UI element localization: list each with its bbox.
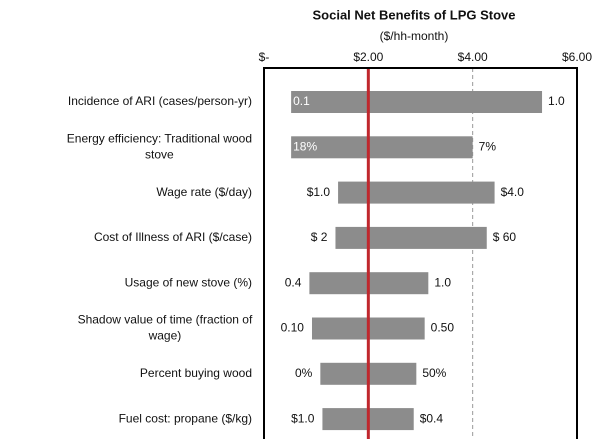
category-label: Percent buying wood (140, 366, 252, 380)
high-label: 50% (422, 366, 446, 380)
low-label: $1.0 (291, 411, 315, 425)
low-label: $ 2 (311, 230, 328, 244)
bar (291, 91, 543, 113)
bar (335, 226, 487, 249)
category-label: wage) (148, 329, 182, 343)
high-label: 1.0 (548, 94, 565, 108)
low-label: 0% (295, 366, 313, 380)
category-label: stove (145, 147, 174, 161)
bar (291, 136, 473, 159)
category-label: Fuel cost: propane ($/kg) (119, 411, 252, 425)
category-label: Wage rate ($/day) (156, 185, 252, 199)
high-label: 0.50 (431, 321, 455, 335)
low-label: 18% (293, 139, 317, 153)
high-label: $ 60 (493, 230, 517, 244)
category-label: Incidence of ARI (cases/person-yr) (68, 94, 252, 108)
x-tick-label: $- (259, 50, 270, 64)
high-label: 7% (479, 139, 497, 153)
low-label: 0.4 (285, 275, 302, 289)
category-label: Usage of new stove (%) (125, 275, 252, 289)
category-label: Cost of Illness of ARI ($/case) (94, 230, 252, 244)
low-label: 0.1 (293, 94, 310, 108)
high-label: 1.0 (434, 275, 451, 289)
x-tick-label: $6.00 (562, 50, 592, 64)
low-label: 0.10 (281, 321, 305, 335)
category-label: Shadow value of time (fraction of (78, 313, 253, 327)
x-tick-label: $4.00 (458, 50, 488, 64)
plot-frame (263, 67, 578, 439)
high-label: $0.4 (420, 411, 444, 425)
category-label: Energy efficiency: Traditional wood (67, 131, 252, 145)
high-label: $4.0 (501, 185, 525, 199)
low-label: $1.0 (307, 185, 331, 199)
chart-subtitle: ($/hh-month) (380, 29, 449, 43)
x-tick-label: $2.00 (353, 50, 383, 64)
chart-title: Social Net Benefits of LPG Stove (313, 7, 516, 22)
bar (338, 181, 495, 204)
